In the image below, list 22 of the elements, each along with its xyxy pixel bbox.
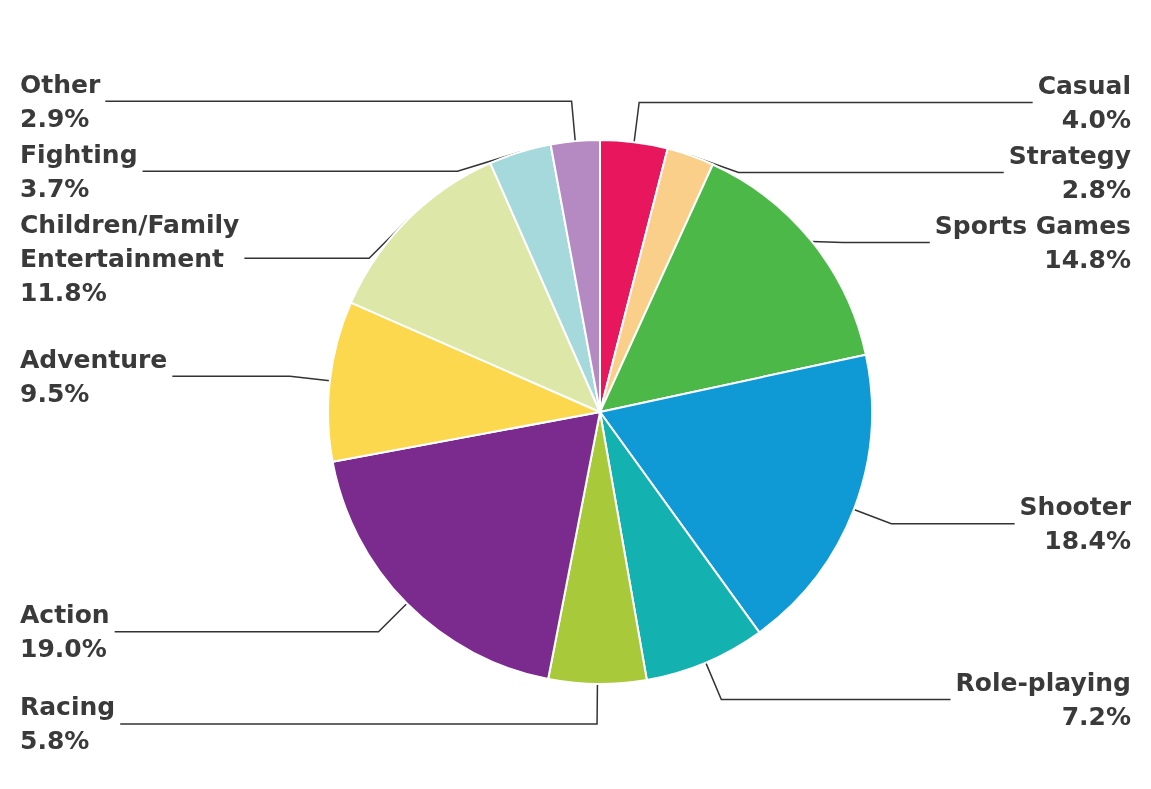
slice-label: Role-playing bbox=[955, 667, 1131, 697]
data-label: 4.0% bbox=[1061, 104, 1131, 134]
data-label: 18.4% bbox=[1044, 526, 1131, 556]
data-label: 9.5% bbox=[20, 378, 90, 408]
slice-label: Other bbox=[20, 69, 101, 99]
data-label: 2.9% bbox=[20, 103, 90, 133]
data-label: 2.8% bbox=[1061, 174, 1131, 204]
slice-label: Strategy bbox=[1008, 140, 1131, 170]
slice-label: Casual bbox=[1037, 70, 1131, 100]
slice-label: Fighting bbox=[20, 139, 138, 169]
slice-label: Shooter bbox=[1019, 492, 1132, 522]
slice-label: Racing bbox=[20, 692, 116, 722]
data-label: 3.7% bbox=[20, 173, 90, 203]
slice-label: Adventure bbox=[20, 344, 168, 374]
data-label: 11.8% bbox=[20, 277, 107, 307]
data-label: 5.8% bbox=[20, 726, 90, 756]
data-label: 14.8% bbox=[1044, 244, 1131, 274]
slice-label: Sports Games bbox=[934, 210, 1131, 240]
slice-label: Children/Family Entertainment bbox=[20, 209, 240, 273]
slice-label: Action bbox=[20, 600, 110, 630]
data-label: 19.0% bbox=[20, 634, 107, 664]
data-label: 7.2% bbox=[1061, 701, 1131, 731]
